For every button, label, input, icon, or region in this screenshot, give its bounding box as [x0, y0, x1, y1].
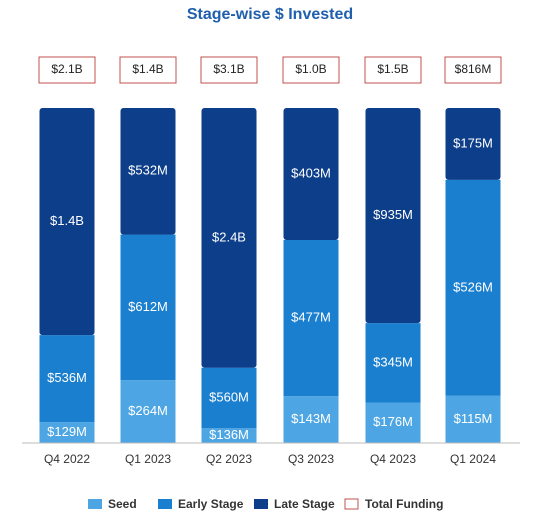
- legend-label: Late Stage: [274, 497, 335, 511]
- bar-segment: [120, 380, 176, 443]
- bar-segment: [201, 367, 257, 429]
- x-tick-label: Q3 2023: [288, 452, 334, 466]
- segment-label: $345M: [373, 354, 413, 369]
- segment-label: $264M: [128, 403, 168, 418]
- x-tick-label: Q1 2024: [450, 452, 496, 466]
- legend-swatch: [344, 498, 359, 510]
- total-box: [444, 56, 502, 84]
- total-label: $3.1B: [213, 62, 244, 76]
- total-label: $1.4B: [132, 62, 163, 76]
- segment-label: $1.4B: [50, 213, 84, 228]
- bar-segment: [39, 335, 95, 423]
- bar-segment: [365, 108, 421, 324]
- bar-segment: [201, 428, 257, 443]
- x-tick-label: Q4 2023: [370, 452, 416, 466]
- segment-label: $143M: [291, 411, 331, 426]
- total-label: $1.0B: [295, 62, 326, 76]
- legend-label: Total Funding: [365, 497, 443, 511]
- segment-label: $115M: [454, 411, 493, 426]
- segment-label: $526M: [453, 279, 493, 294]
- legend-label: Seed: [108, 497, 137, 511]
- x-tick-label: Q1 2023: [125, 452, 171, 466]
- bar-segment: [120, 108, 176, 235]
- segment-label: $136M: [209, 427, 249, 442]
- segment-label: $477M: [291, 310, 331, 325]
- x-tick-label: Q2 2023: [206, 452, 252, 466]
- total-label: $816M: [455, 62, 492, 76]
- bar-segment: [283, 239, 339, 397]
- bar-segment: [445, 395, 501, 443]
- legend-label: Early Stage: [178, 497, 244, 511]
- total-box: [364, 56, 422, 84]
- total-box: [282, 56, 340, 84]
- bar-segment: [365, 402, 421, 443]
- segment-label: $612M: [128, 299, 168, 314]
- total-label: $2.1B: [51, 62, 82, 76]
- segment-label: $935M: [373, 207, 413, 222]
- chart-title: Stage-wise $ Invested: [187, 6, 353, 23]
- legend-swatch: [88, 499, 102, 509]
- bar-segment: [201, 108, 257, 368]
- bar-segment: [283, 108, 339, 240]
- bar-segment: [283, 396, 339, 443]
- x-tick-label: Q4 2022: [44, 452, 90, 466]
- total-label: $1.5B: [377, 62, 408, 76]
- segment-label: $175M: [453, 135, 493, 150]
- bar-segment: [39, 108, 95, 336]
- segment-label: $403M: [291, 165, 331, 180]
- segment-label: $536M: [47, 370, 87, 385]
- segment-label: $176M: [373, 414, 413, 429]
- total-box: [200, 56, 258, 84]
- bar-segment: [39, 422, 95, 443]
- bar-segment: [120, 234, 176, 381]
- total-box: [38, 56, 96, 84]
- bar-segment: [445, 179, 501, 396]
- total-box: [119, 56, 177, 84]
- bar-segment: [445, 108, 501, 180]
- segment-label: $129M: [47, 424, 87, 439]
- segment-label: $532M: [128, 163, 168, 178]
- segment-label: $560M: [209, 389, 249, 404]
- legend-swatch: [158, 499, 172, 509]
- bar-segment: [365, 323, 421, 403]
- legend-swatch: [254, 499, 268, 509]
- segment-label: $2.4B: [212, 229, 246, 244]
